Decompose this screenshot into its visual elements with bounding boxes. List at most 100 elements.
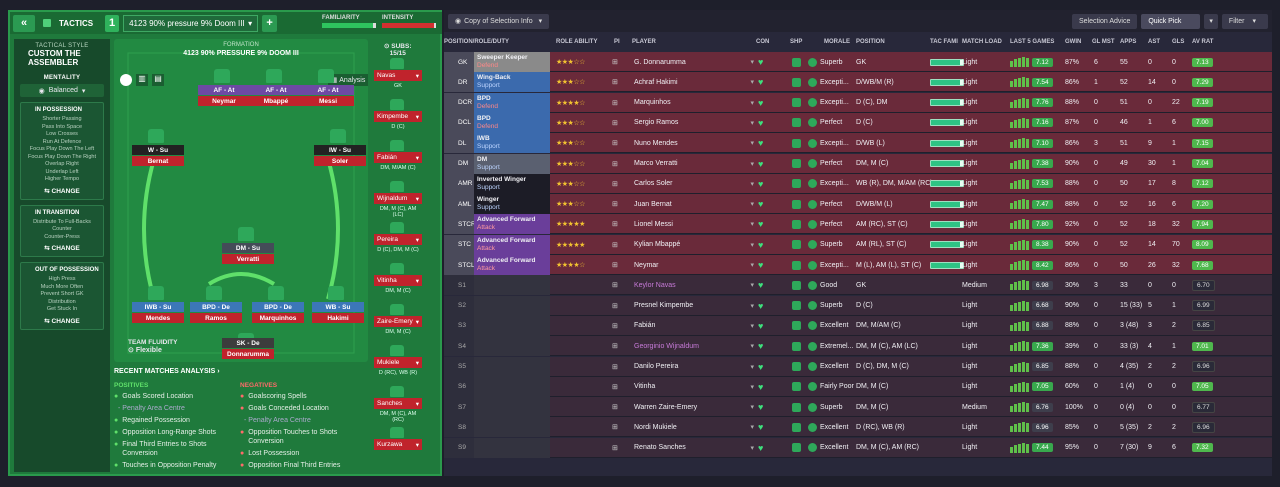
table-row[interactable]: S6 ⊞ Vitinha ▾ ♥ Fairly Poor DM, M (C) Light 7.0… bbox=[444, 376, 1272, 397]
sub-player[interactable]: Wijnaldum ▾ DM, M (C), AM (LC) bbox=[374, 193, 422, 218]
position-cell[interactable]: DR bbox=[444, 72, 474, 93]
player-instructions-icon[interactable]: ⊞ bbox=[612, 343, 618, 351]
position-cell[interactable]: S4 bbox=[444, 336, 474, 357]
player-name-label[interactable]: Hakimi bbox=[312, 313, 364, 323]
in-possession-change-button[interactable]: ⇆ CHANGE bbox=[21, 187, 103, 195]
sub-player[interactable]: Kimpembe ▾ D (C) bbox=[374, 111, 422, 130]
table-row[interactable]: AMR Inverted Winger Support ★★★☆☆ ⊞ Carlos So… bbox=[444, 173, 1272, 194]
recent-matches-analysis-link[interactable]: RECENT MATCHES ANALYSIS › bbox=[114, 368, 220, 375]
tactic-slot-badge[interactable]: 1 bbox=[105, 14, 120, 32]
player-instructions-icon[interactable]: ⊞ bbox=[612, 424, 618, 432]
player-name-label[interactable]: Bernat bbox=[132, 156, 184, 166]
role-duty-cell[interactable]: Wing-Back Support bbox=[474, 72, 550, 93]
position-cell[interactable]: S2 bbox=[444, 295, 474, 316]
column-header[interactable]: POSITION/ROLE/DUTY bbox=[444, 39, 510, 45]
table-row[interactable]: S1 ⊞ Keylor Navas ▾ ♥ Good GK Medium 6.98 30% 3 33 0… bbox=[444, 275, 1272, 296]
tactic-name-select[interactable]: 4123 90% pressure 9% Doom III ▾ bbox=[123, 14, 259, 32]
role-duty-cell[interactable] bbox=[474, 437, 550, 458]
table-row[interactable]: DCL BPD Defend ★★★☆☆ ⊞ Sergio Ramos ▾ ♥ Perfect D… bbox=[444, 112, 1272, 133]
quick-pick-button[interactable]: Quick Pick bbox=[1141, 13, 1201, 29]
player-name-label[interactable]: Neymar bbox=[198, 96, 250, 106]
table-row[interactable]: DM DM Support ★★★☆☆ ⊞ Marco Verratti ▾ ♥ Perfect… bbox=[444, 153, 1272, 174]
sub-player[interactable]: Mukiele ▾ D (RC), WB (R) bbox=[374, 357, 422, 376]
player-cell[interactable]: Vitinha ▾ bbox=[634, 377, 754, 397]
table-row[interactable]: S8 ⊞ Nordi Mukiele ▾ ♥ Excellent D (RC), WB (R… bbox=[444, 417, 1272, 438]
player-cell[interactable]: Nordi Mukiele ▾ bbox=[634, 417, 754, 437]
player-name-label[interactable]: Mbappé bbox=[250, 96, 302, 106]
role-duty-cell[interactable]: Inverted Winger Support bbox=[474, 173, 550, 194]
player-instructions-icon[interactable]: ⊞ bbox=[612, 99, 618, 107]
in-transition-change-button[interactable]: ⇆ CHANGE bbox=[21, 244, 103, 252]
add-tactic-button[interactable]: + bbox=[262, 14, 278, 32]
position-cell[interactable]: S7 bbox=[444, 397, 474, 418]
player-cell[interactable]: Juan Bernat ▾ bbox=[634, 194, 754, 214]
tactical-style-name[interactable]: CUSTOM THE ASSEMBLER bbox=[28, 49, 81, 67]
column-header[interactable]: GL MST bbox=[1092, 39, 1115, 45]
position-cell[interactable]: DM bbox=[444, 153, 474, 174]
player-instructions-icon[interactable]: ⊞ bbox=[612, 282, 618, 290]
column-header[interactable]: MATCH LOAD bbox=[962, 39, 1002, 45]
player-role-label[interactable]: SK - De bbox=[222, 338, 274, 348]
position-cell[interactable]: S9 bbox=[444, 437, 474, 458]
player-cell[interactable]: Fabián ▾ bbox=[634, 316, 754, 336]
table-row[interactable]: DL IWB Support ★★★☆☆ ⊞ Nuno Mendes ▾ ♥ Excepti..… bbox=[444, 133, 1272, 154]
player-instructions-icon[interactable]: ⊞ bbox=[612, 119, 618, 127]
column-header[interactable]: CON bbox=[756, 39, 770, 45]
player-role-label[interactable]: AF - At bbox=[250, 85, 302, 95]
player-instructions-icon[interactable]: ⊞ bbox=[612, 221, 618, 229]
table-row[interactable]: S5 ⊞ Danilo Pereira ▾ ♥ Excellent D (C), DM, M… bbox=[444, 356, 1272, 377]
sub-player[interactable]: Kurzawa ▾ bbox=[374, 439, 422, 452]
column-header[interactable]: PLAYER bbox=[632, 39, 656, 45]
table-row[interactable]: S4 ⊞ Georginio Wijnaldum ▾ ♥ Extremel... DM, M… bbox=[444, 336, 1272, 357]
table-row[interactable]: DCR BPD Defend ★★★★☆ ⊞ Marquinhos ▾ ♥ Excepti...… bbox=[444, 92, 1272, 113]
player-name-label[interactable]: Soler bbox=[314, 156, 366, 166]
position-cell[interactable]: DL bbox=[444, 133, 474, 154]
player-cell[interactable]: Kylian Mbappé ▾ bbox=[634, 235, 754, 255]
player-instructions-icon[interactable]: ⊞ bbox=[612, 404, 618, 412]
bar-chart-icon[interactable]: ▥ bbox=[136, 74, 148, 86]
role-duty-cell[interactable] bbox=[474, 417, 550, 438]
player-instructions-icon[interactable]: ⊞ bbox=[612, 79, 618, 87]
sub-player[interactable]: Pereira ▾ D (C), DM, M (C) bbox=[374, 234, 422, 253]
out-of-possession-change-button[interactable]: ⇆ CHANGE bbox=[21, 317, 103, 325]
role-duty-cell[interactable]: Advanced Forward Attack bbox=[474, 234, 550, 255]
role-duty-cell[interactable] bbox=[474, 295, 550, 316]
player-cell[interactable]: G. Donnarumma ▾ bbox=[634, 52, 754, 72]
position-cell[interactable]: S8 bbox=[444, 417, 474, 438]
selection-advice-button[interactable]: Selection Advice bbox=[1071, 13, 1138, 29]
player-role-label[interactable]: WB - Su bbox=[312, 302, 364, 312]
player-role-label[interactable]: IWB - Su bbox=[132, 302, 184, 312]
sub-player[interactable]: Zaire-Emery ▾ DM, M (C) bbox=[374, 316, 422, 335]
table-row[interactable]: STCL Advanced Forward Attack ★★★★☆ ⊞ Neymar ▾ ♥… bbox=[444, 255, 1272, 275]
role-duty-cell[interactable]: BPD Defend bbox=[474, 112, 550, 133]
player-instructions-icon[interactable]: ⊞ bbox=[612, 262, 618, 269]
role-duty-cell[interactable]: Advanced Forward Attack bbox=[474, 214, 550, 235]
table-row[interactable]: GK Sweeper Keeper Defend ★★★☆☆ ⊞ G. Donnarumm… bbox=[444, 52, 1272, 72]
formation-name[interactable]: 4123 90% PRESSURE 9% DOOM III bbox=[183, 50, 299, 57]
player-role-label[interactable]: W - Su bbox=[132, 145, 184, 155]
player-cell[interactable]: Marquinhos ▾ bbox=[634, 93, 754, 113]
column-header[interactable]: LAST 5 GAMES bbox=[1010, 39, 1055, 45]
mentality-select[interactable]: ◉ Balanced ▾ bbox=[20, 84, 104, 97]
role-duty-cell[interactable]: Advanced Forward Attack bbox=[474, 255, 550, 275]
column-header[interactable]: AST bbox=[1148, 39, 1160, 45]
role-duty-cell[interactable]: DM Support bbox=[474, 153, 550, 174]
player-role-label[interactable]: IW - Su bbox=[314, 145, 366, 155]
clipboard-icon[interactable]: ▤ bbox=[152, 74, 164, 86]
position-cell[interactable]: STCR bbox=[444, 214, 476, 235]
role-duty-cell[interactable]: IWB Support bbox=[474, 133, 550, 154]
player-cell[interactable]: Nuno Mendes ▾ bbox=[634, 133, 754, 153]
sub-player[interactable]: Vitinha ▾ DM, M (C) bbox=[374, 275, 422, 294]
column-header[interactable]: GLS bbox=[1172, 39, 1185, 45]
player-cell[interactable]: Achraf Hakimi ▾ bbox=[634, 72, 754, 92]
role-duty-cell[interactable] bbox=[474, 397, 550, 418]
column-header[interactable]: APPS bbox=[1120, 39, 1137, 45]
column-header[interactable]: SHP bbox=[790, 39, 803, 45]
table-row[interactable]: STC Advanced Forward Attack ★★★★★ ⊞ Kylian Mb… bbox=[444, 234, 1272, 255]
column-header[interactable]: POSITION bbox=[856, 39, 885, 45]
table-row[interactable]: S3 ⊞ Fabián ▾ ♥ Excellent DM, M/AM (C) Light 6.8… bbox=[444, 315, 1272, 336]
position-cell[interactable]: S3 bbox=[444, 315, 474, 336]
role-duty-cell[interactable] bbox=[474, 315, 550, 336]
player-role-label[interactable]: BPD - De bbox=[252, 302, 304, 312]
player-cell[interactable]: Marco Verratti ▾ bbox=[634, 154, 754, 174]
